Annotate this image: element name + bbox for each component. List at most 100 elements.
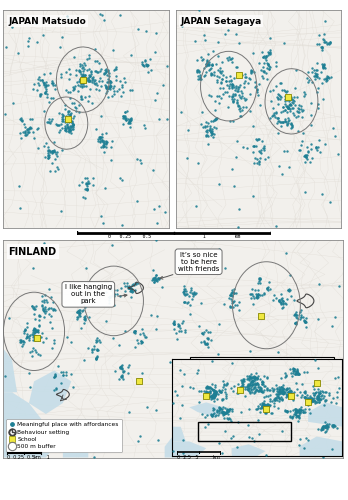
Point <box>293 408 299 416</box>
Point <box>34 326 40 334</box>
Point <box>216 404 222 412</box>
Point <box>76 181 82 189</box>
Point <box>248 66 254 74</box>
Point <box>150 274 156 282</box>
Point <box>41 78 46 86</box>
Point <box>78 93 84 101</box>
Point <box>151 274 157 281</box>
Point <box>307 395 312 403</box>
Point <box>220 386 225 394</box>
Point <box>284 118 289 126</box>
Point <box>211 392 216 400</box>
Point <box>209 410 214 418</box>
Point <box>65 123 71 131</box>
Point <box>246 434 252 442</box>
Point <box>256 276 262 283</box>
Point <box>262 408 268 416</box>
Point <box>207 126 213 134</box>
Point <box>287 163 292 171</box>
Point <box>211 130 216 138</box>
Point <box>324 77 329 85</box>
Point <box>205 383 210 391</box>
Point <box>141 121 147 129</box>
Point <box>66 126 72 134</box>
Point <box>45 118 51 126</box>
Point <box>203 326 208 334</box>
Point <box>63 112 69 120</box>
Point <box>155 436 161 444</box>
Point <box>53 148 58 156</box>
Point <box>105 84 111 92</box>
Point <box>241 94 246 102</box>
Point <box>123 116 128 124</box>
Point <box>203 71 208 79</box>
Point <box>52 336 57 344</box>
Point <box>322 38 327 46</box>
Point <box>41 70 46 78</box>
Point <box>300 137 305 145</box>
Point <box>256 274 262 282</box>
Point <box>256 386 262 394</box>
Point <box>96 346 101 354</box>
Point <box>247 380 253 388</box>
Point <box>257 408 263 416</box>
Point <box>65 124 71 132</box>
Point <box>73 104 79 112</box>
Point <box>291 296 297 304</box>
Point <box>311 72 316 80</box>
Point <box>316 393 321 401</box>
Point <box>332 313 338 321</box>
Point <box>209 393 214 401</box>
Point <box>289 104 294 112</box>
Point <box>111 290 116 298</box>
Point <box>248 374 254 382</box>
Point <box>87 72 92 80</box>
Point <box>79 72 85 80</box>
Point <box>19 117 24 125</box>
Point <box>259 72 265 80</box>
Point <box>201 392 207 400</box>
Point <box>220 383 226 391</box>
Point <box>279 386 285 394</box>
Point <box>128 114 134 122</box>
Point <box>36 312 42 320</box>
Point <box>238 402 244 409</box>
Point <box>144 334 149 342</box>
Point <box>288 101 293 109</box>
Point <box>62 122 68 130</box>
Point <box>294 367 300 375</box>
Point <box>295 407 301 415</box>
Point <box>214 408 220 416</box>
Point <box>190 418 195 426</box>
Point <box>79 83 85 91</box>
Point <box>36 311 41 319</box>
Point <box>54 121 60 129</box>
Point <box>209 412 214 420</box>
Point <box>74 72 79 80</box>
Point <box>75 308 80 316</box>
Point <box>297 388 303 396</box>
Point <box>20 338 26 345</box>
Point <box>197 322 202 330</box>
Point <box>125 284 131 292</box>
Point <box>22 326 27 334</box>
Point <box>253 290 259 298</box>
Point <box>99 65 104 73</box>
Point <box>250 380 255 388</box>
Point <box>246 372 252 380</box>
Point <box>223 77 229 85</box>
Point <box>95 68 100 76</box>
Point <box>220 403 226 411</box>
Point <box>252 382 258 390</box>
Point <box>293 406 299 414</box>
Point <box>304 391 310 399</box>
Point <box>43 82 49 90</box>
Point <box>254 374 260 382</box>
Point <box>237 92 243 100</box>
Point <box>209 386 215 394</box>
Point <box>65 124 70 132</box>
Point <box>106 293 112 301</box>
Point <box>334 388 340 396</box>
Point <box>289 94 294 102</box>
Point <box>258 274 263 282</box>
